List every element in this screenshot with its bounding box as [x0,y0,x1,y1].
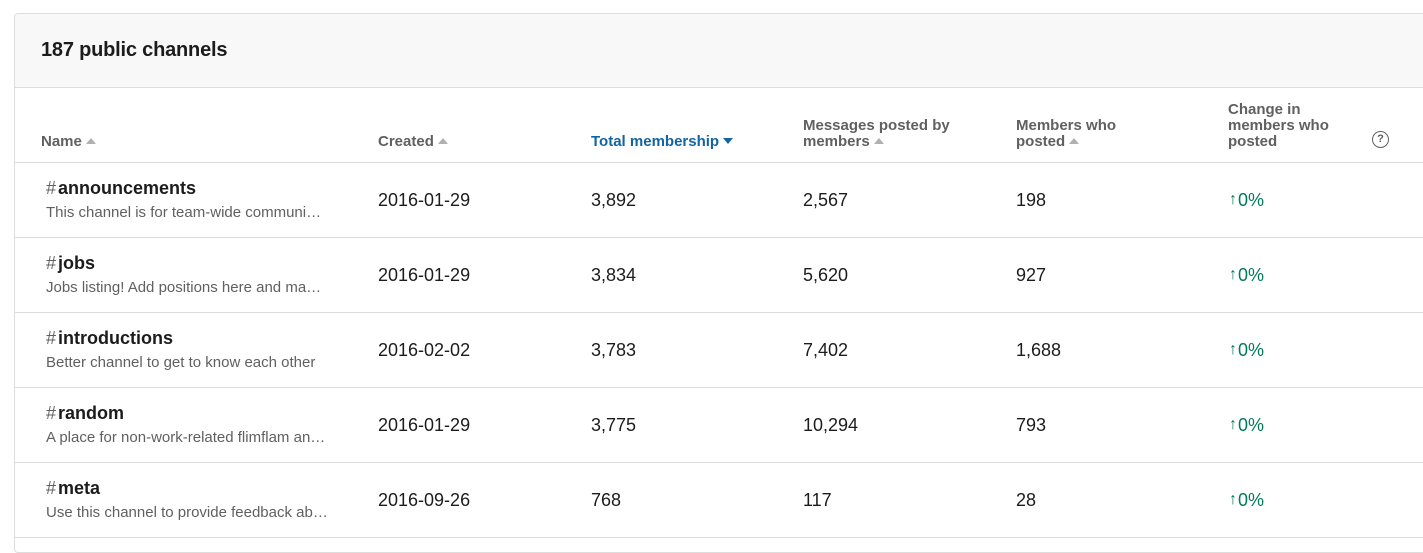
channel-name-cell: # jobs Jobs listing! Add positions here a… [46,252,336,296]
sort-asc-icon [873,138,884,145]
messages-posted: 10,294 [803,414,859,435]
channel-description: Use this channel to provide feedback abo… [46,504,328,521]
channels-panel: 187 public channels Name Created Total m… [14,13,1423,553]
change-value: ↑ 0% [1229,414,1265,435]
panel-title: 187 public channels [41,39,228,61]
hash-icon: # [46,253,57,273]
channel-name-cell: # introductions Better channel to get to … [46,327,336,371]
sort-asc-icon [437,138,448,145]
table-row[interactable]: # meta Use this channel to provide feedba… [15,463,1423,538]
channel-name-cell: # meta Use this channel to provide feedba… [46,477,336,521]
channel-description: Better channel to get to know each other [46,354,316,371]
channels-table: Name Created Total membership Messages p… [15,88,1423,538]
change-value: ↑ 0% [1229,189,1265,210]
channel-name[interactable]: announcements [58,178,197,198]
channel-name[interactable]: random [58,403,125,423]
messages-posted: 2,567 [803,189,849,210]
sort-asc-icon [85,138,96,145]
help-icon[interactable]: ? [1372,131,1389,148]
messages-posted: 117 [803,489,832,510]
total-membership: 3,775 [591,414,637,435]
total-membership: 3,783 [591,339,637,360]
hash-icon: # [46,178,57,198]
column-header-change[interactable]: Change in members who posted [1228,101,1329,150]
change-value: ↑ 0% [1229,489,1265,510]
table-header: Name Created Total membership Messages p… [15,88,1423,163]
hash-icon: # [46,328,57,348]
sort-desc-icon [723,138,734,145]
total-membership: 768 [591,489,622,510]
created-date: 2016-09-26 [378,489,471,510]
change-value: ↑ 0% [1229,339,1265,360]
channel-name[interactable]: introductions [58,328,174,348]
created-date: 2016-01-29 [378,264,471,285]
column-header-members-posted[interactable]: Members who posted [1016,117,1117,150]
hash-icon: # [46,478,57,498]
column-header-total-membership[interactable]: Total membership [591,134,734,150]
arrow-up-icon: ↑ [1229,266,1237,283]
table-row[interactable]: # introductions Better channel to get to … [15,313,1423,388]
members-posted: 1,688 [1016,339,1062,360]
channel-name-cell: # random A place for non-work-related fli… [46,402,336,446]
panel-header: 187 public channels [15,14,1423,88]
arrow-up-icon: ↑ [1229,341,1237,358]
change-value: ↑ 0% [1229,264,1265,285]
sort-asc-icon [1069,138,1080,145]
messages-posted: 5,620 [803,264,849,285]
total-membership: 3,834 [591,264,637,285]
members-posted: 793 [1016,414,1047,435]
channel-name-cell: # announcements This channel is for team-… [46,177,336,221]
channel-description: Jobs listing! Add positions here and mak… [46,279,328,296]
channel-name[interactable]: meta [58,478,101,498]
table-row[interactable]: # jobs Jobs listing! Add positions here a… [15,238,1423,313]
members-posted: 198 [1016,189,1047,210]
messages-posted: 7,402 [803,339,849,360]
column-header-name[interactable]: Name [41,134,96,150]
arrow-up-icon: ↑ [1229,416,1237,433]
total-membership: 3,892 [591,189,637,210]
hash-icon: # [46,403,57,423]
arrow-up-icon: ↑ [1229,191,1237,208]
table-row[interactable]: # random A place for non-work-related fli… [15,388,1423,463]
channel-description: This channel is for team-wide communicat… [46,204,328,221]
column-header-created[interactable]: Created [378,134,448,150]
members-posted: 927 [1016,264,1047,285]
arrow-up-icon: ↑ [1229,491,1237,508]
created-date: 2016-01-29 [378,189,471,210]
channel-name[interactable]: jobs [58,253,96,273]
members-posted: 28 [1016,489,1037,510]
created-date: 2016-02-02 [378,339,471,360]
channel-description: A place for non-work-related flimflam an… [46,429,328,446]
created-date: 2016-01-29 [378,414,471,435]
table-row[interactable]: # announcements This channel is for team-… [15,163,1423,238]
column-header-messages-posted[interactable]: Messages posted by members [803,117,950,150]
